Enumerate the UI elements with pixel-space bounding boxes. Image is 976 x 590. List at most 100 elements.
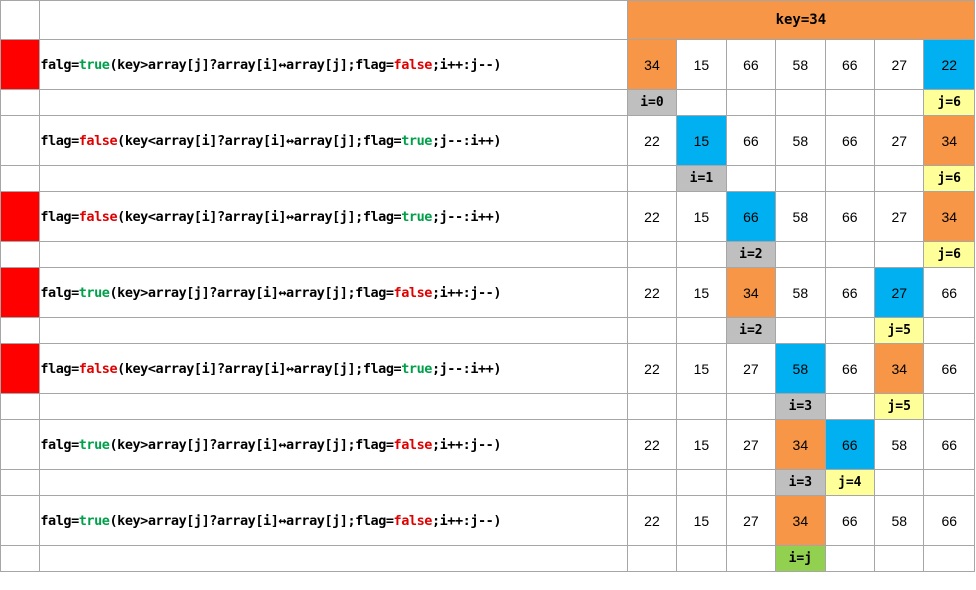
expression-token: false [393, 512, 433, 529]
expression-token: true [401, 132, 432, 149]
step-row: falg=true(key>array[j]?array[i]↔array[j]… [0, 495, 975, 546]
index-cell [725, 393, 777, 420]
index-cell [676, 241, 727, 268]
index-blank-cell [0, 393, 41, 420]
index-blank-cell [39, 545, 628, 572]
array-value-cell: 27 [873, 267, 925, 318]
array-value-cell: 66 [923, 495, 975, 546]
expression-token: (key<array[i]?array[i]↔array[j];flag= [117, 208, 402, 225]
index-blank-cell [0, 89, 41, 116]
index-cell [824, 241, 876, 268]
index-blank-cell [39, 89, 628, 116]
expression-token: true [78, 56, 110, 73]
index-row: i=2 j=5 [0, 317, 975, 344]
index-cell [676, 469, 727, 496]
array-value-cell: 66 [824, 267, 876, 318]
index-row: i=1 j=6 [0, 165, 975, 192]
expression-token: (key>array[j]?array[i]↔array[j];flag= [109, 512, 394, 529]
flag-marker [0, 267, 41, 318]
index-cell [676, 393, 727, 420]
flag-marker [0, 39, 41, 90]
j-pointer: j=5 [873, 317, 925, 344]
index-cell [676, 89, 727, 116]
expression-token: false [78, 360, 118, 377]
expression-token: ;i++:j--) [431, 284, 502, 301]
index-cell [824, 165, 876, 192]
flag-blank-cell [0, 495, 41, 546]
array-value-cell: 34 [923, 115, 975, 166]
expression-token: false [393, 56, 433, 73]
array-value-cell: 66 [923, 267, 975, 318]
index-cell [626, 165, 678, 192]
flag-marker [0, 343, 41, 394]
array-value-cell: 58 [873, 419, 925, 470]
expression-token: ;j--:i++) [431, 208, 502, 225]
array-value-cell: 27 [725, 419, 777, 470]
index-cell [873, 241, 925, 268]
array-value-cell: 22 [923, 39, 975, 90]
index-cell [873, 469, 925, 496]
expression-token: (key>array[j]?array[i]↔array[j];flag= [109, 56, 394, 73]
flag-blank-cell [0, 115, 41, 166]
array-value-cell: 34 [775, 419, 826, 470]
index-row: i=3 j=4 [0, 469, 975, 496]
array-value-cell: 15 [676, 419, 727, 470]
index-row: i=j [0, 545, 975, 572]
array-value-cell: 22 [626, 267, 678, 318]
array-value-cell: 15 [676, 267, 727, 318]
expression-token: falg= [40, 512, 79, 529]
array-value-cell: 15 [676, 343, 727, 394]
index-blank-cell [0, 545, 41, 572]
expression-token: false [393, 436, 433, 453]
array-value-cell: 27 [873, 115, 925, 166]
index-blank-cell [39, 393, 628, 420]
index-blank-cell [39, 241, 628, 268]
expression-token: ;i++:j--) [431, 512, 502, 529]
array-value-cell: 66 [824, 419, 876, 470]
index-cell [824, 545, 876, 572]
index-blank-cell [0, 241, 41, 268]
key-header: key=34 [626, 0, 976, 40]
array-value-cell: 58 [775, 267, 826, 318]
step-expression: flag=false(key<array[i]?array[i]↔array[j… [39, 115, 628, 166]
step-row: falg=true(key>array[j]?array[i]↔array[j]… [0, 267, 975, 318]
array-value-cell: 22 [626, 419, 678, 470]
expression-token: true [78, 284, 110, 301]
flag-marker [0, 191, 41, 242]
array-value-cell: 34 [873, 343, 925, 394]
expression-token: falg= [40, 436, 79, 453]
index-cell [725, 545, 777, 572]
array-value-cell: 34 [725, 267, 777, 318]
index-cell [824, 89, 876, 116]
array-value-cell: 27 [725, 495, 777, 546]
expression-token: flag= [40, 360, 79, 377]
index-cell [626, 545, 678, 572]
header-blank-cell [0, 0, 41, 40]
expression-token: false [78, 208, 118, 225]
index-blank-cell [39, 317, 628, 344]
array-value-cell: 34 [923, 191, 975, 242]
step-row: falg=true(key>array[j]?array[i]↔array[j]… [0, 39, 975, 90]
array-value-cell: 66 [923, 343, 975, 394]
expression-token: true [78, 436, 110, 453]
array-value-cell: 34 [626, 39, 678, 90]
index-cell [626, 469, 678, 496]
index-cell [824, 317, 876, 344]
array-value-cell: 58 [873, 495, 925, 546]
step-expression: falg=true(key>array[j]?array[i]↔array[j]… [39, 419, 628, 470]
step-expression: falg=true(key>array[j]?array[i]↔array[j]… [39, 267, 628, 318]
step-row: flag=false(key<array[i]?array[i]↔array[j… [0, 191, 975, 242]
flag-blank-cell [0, 419, 41, 470]
i-pointer: i=2 [725, 317, 777, 344]
array-value-cell: 66 [725, 115, 777, 166]
index-cell [626, 317, 678, 344]
array-value-cell: 15 [676, 39, 727, 90]
expression-token: false [78, 132, 118, 149]
index-blank-cell [0, 317, 41, 344]
array-value-cell: 66 [824, 343, 876, 394]
step-expression: flag=false(key<array[i]?array[i]↔array[j… [39, 343, 628, 394]
j-pointer: j=6 [923, 241, 975, 268]
array-value-cell: 27 [873, 191, 925, 242]
index-cell [873, 165, 925, 192]
expression-token: ;j--:i++) [431, 132, 502, 149]
